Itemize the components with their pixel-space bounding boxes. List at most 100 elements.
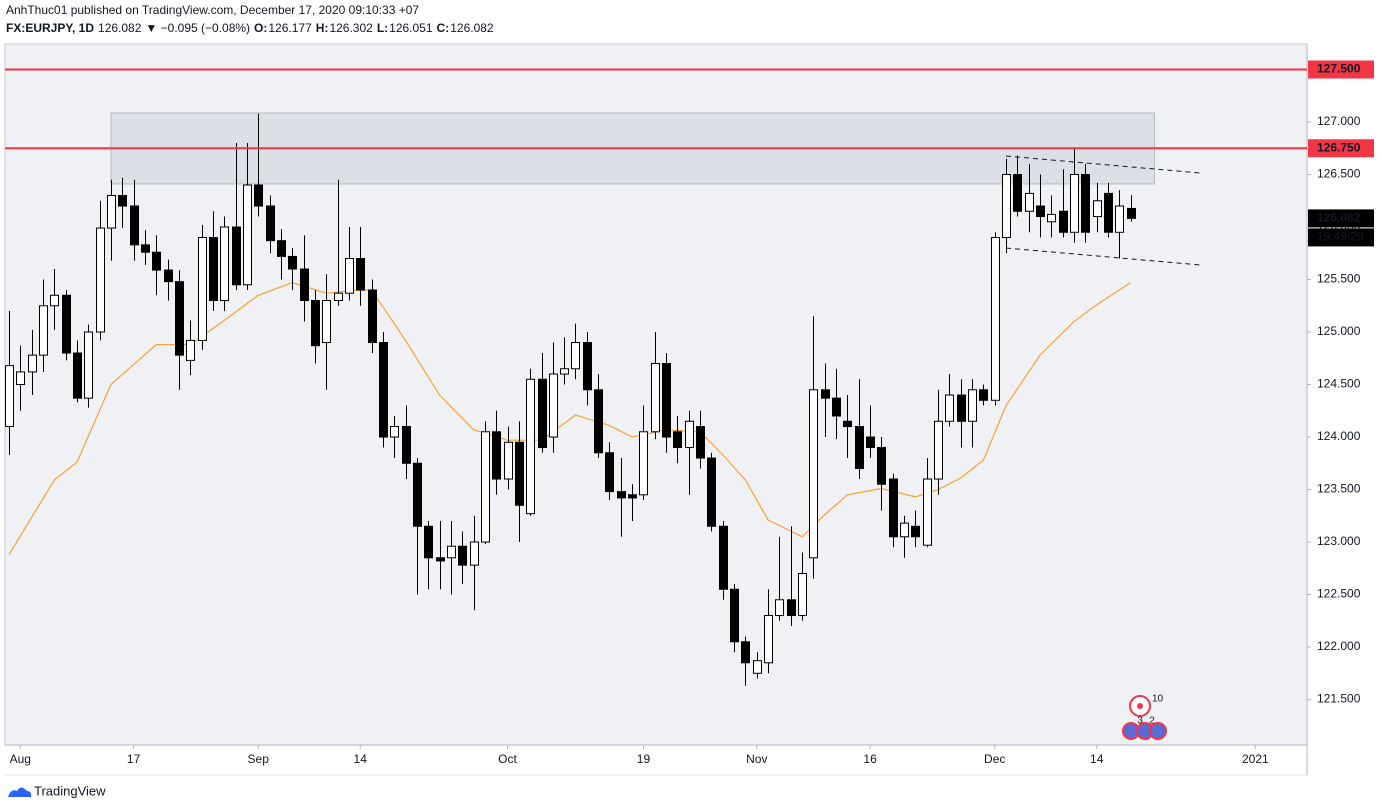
candle-body (1070, 174, 1079, 233)
candle-body (889, 478, 898, 538)
last-price-label: 126.082 (1317, 211, 1361, 225)
badge-label: 3 (1137, 716, 1143, 727)
candle-body (628, 494, 637, 499)
y-tick-label: 124.000 (1317, 429, 1361, 443)
candle-body (764, 615, 773, 664)
y-tick-label: 125.500 (1317, 272, 1361, 286)
y-tick-label: 122.500 (1317, 587, 1361, 601)
legend-key: C: (437, 21, 450, 35)
candle-body (571, 342, 580, 370)
candle-body (560, 368, 569, 375)
candle-body (458, 545, 467, 566)
candle-body (911, 525, 920, 538)
x-tick-label: 19 (637, 752, 651, 766)
candle-body (402, 426, 411, 464)
x-tick-label: 17 (127, 752, 141, 766)
badge-label: 10 (1152, 694, 1164, 705)
badge-label: 2 (1149, 716, 1155, 727)
candle-body (538, 378, 547, 449)
x-tick-label: Dec (984, 752, 1005, 766)
candle-body (741, 641, 750, 664)
candle-body (220, 226, 229, 302)
candle-body (1013, 174, 1022, 212)
candle-body (107, 195, 116, 229)
candle-body (673, 431, 682, 449)
candle-body (413, 462, 422, 527)
candle-body (594, 389, 603, 454)
candle-body (1047, 213, 1056, 223)
candle-body (447, 545, 456, 559)
candle-body (617, 491, 626, 499)
price-label-box (1308, 139, 1374, 158)
candle-body (96, 227, 105, 333)
candle-body (1115, 205, 1124, 233)
candle-body (73, 352, 82, 399)
badge-dot (1137, 703, 1143, 709)
moving-average (8, 282, 1132, 555)
legend-key: H: (316, 21, 329, 35)
brand-logo: TradingView (8, 783, 106, 798)
logo-icon (8, 787, 32, 797)
candle-body (605, 452, 614, 493)
candle-body (798, 573, 807, 617)
candle-body (1002, 174, 1011, 239)
candle-body (775, 599, 784, 617)
y-tick-label: 122.000 (1317, 639, 1361, 653)
candle-body (300, 268, 309, 302)
candle-body (991, 237, 1000, 401)
candle-body (843, 420, 852, 428)
x-tick-label: 16 (863, 752, 877, 766)
candle-body (957, 394, 966, 422)
candle-body (209, 237, 218, 302)
candle-body (651, 363, 660, 433)
legend-value: 126.051 (389, 21, 433, 35)
candle-body (28, 354, 37, 373)
candle-body (164, 269, 173, 283)
candle-body (900, 522, 909, 538)
candle-body (481, 431, 490, 543)
price-label-box (1308, 60, 1374, 79)
candle-body (390, 426, 399, 438)
candle-body (436, 557, 445, 562)
trendline (1006, 155, 1201, 174)
candle-body (368, 289, 377, 344)
candle-body (821, 389, 830, 399)
y-tick-label: 125.000 (1317, 324, 1361, 338)
candle-body (809, 389, 818, 559)
candle-body (322, 300, 331, 344)
candle-body (39, 305, 48, 356)
candle-body (662, 363, 671, 438)
candle-body (288, 255, 297, 270)
x-tick-label: 14 (1090, 752, 1104, 766)
candle-body (1025, 192, 1034, 212)
candle-body (685, 420, 694, 449)
candle-body (877, 447, 886, 485)
candle-body (379, 342, 388, 438)
candle-body (730, 588, 739, 643)
candle-body (968, 389, 977, 422)
candle-body (1127, 207, 1136, 219)
y-tick-label: 127.000 (1317, 114, 1361, 128)
candle-body (470, 541, 479, 566)
candle-body (118, 195, 127, 207)
legend-key: L: (377, 21, 388, 35)
candle-body (504, 441, 513, 480)
x-tick-label: 14 (354, 752, 368, 766)
candle-body (84, 331, 93, 399)
badge (1149, 722, 1167, 740)
candle-body (186, 339, 195, 361)
candle-body (639, 431, 648, 496)
candle-body (311, 300, 320, 347)
candle-body (753, 660, 762, 674)
candle-body (266, 205, 275, 242)
candle-body (866, 436, 875, 449)
candle-body (243, 184, 252, 286)
candle-body (719, 525, 728, 590)
candle-body (16, 371, 25, 386)
candle-body (175, 281, 184, 356)
candle-body (50, 294, 59, 307)
brand: TradingView (34, 783, 106, 798)
legend-value: 126.302 (329, 21, 373, 35)
